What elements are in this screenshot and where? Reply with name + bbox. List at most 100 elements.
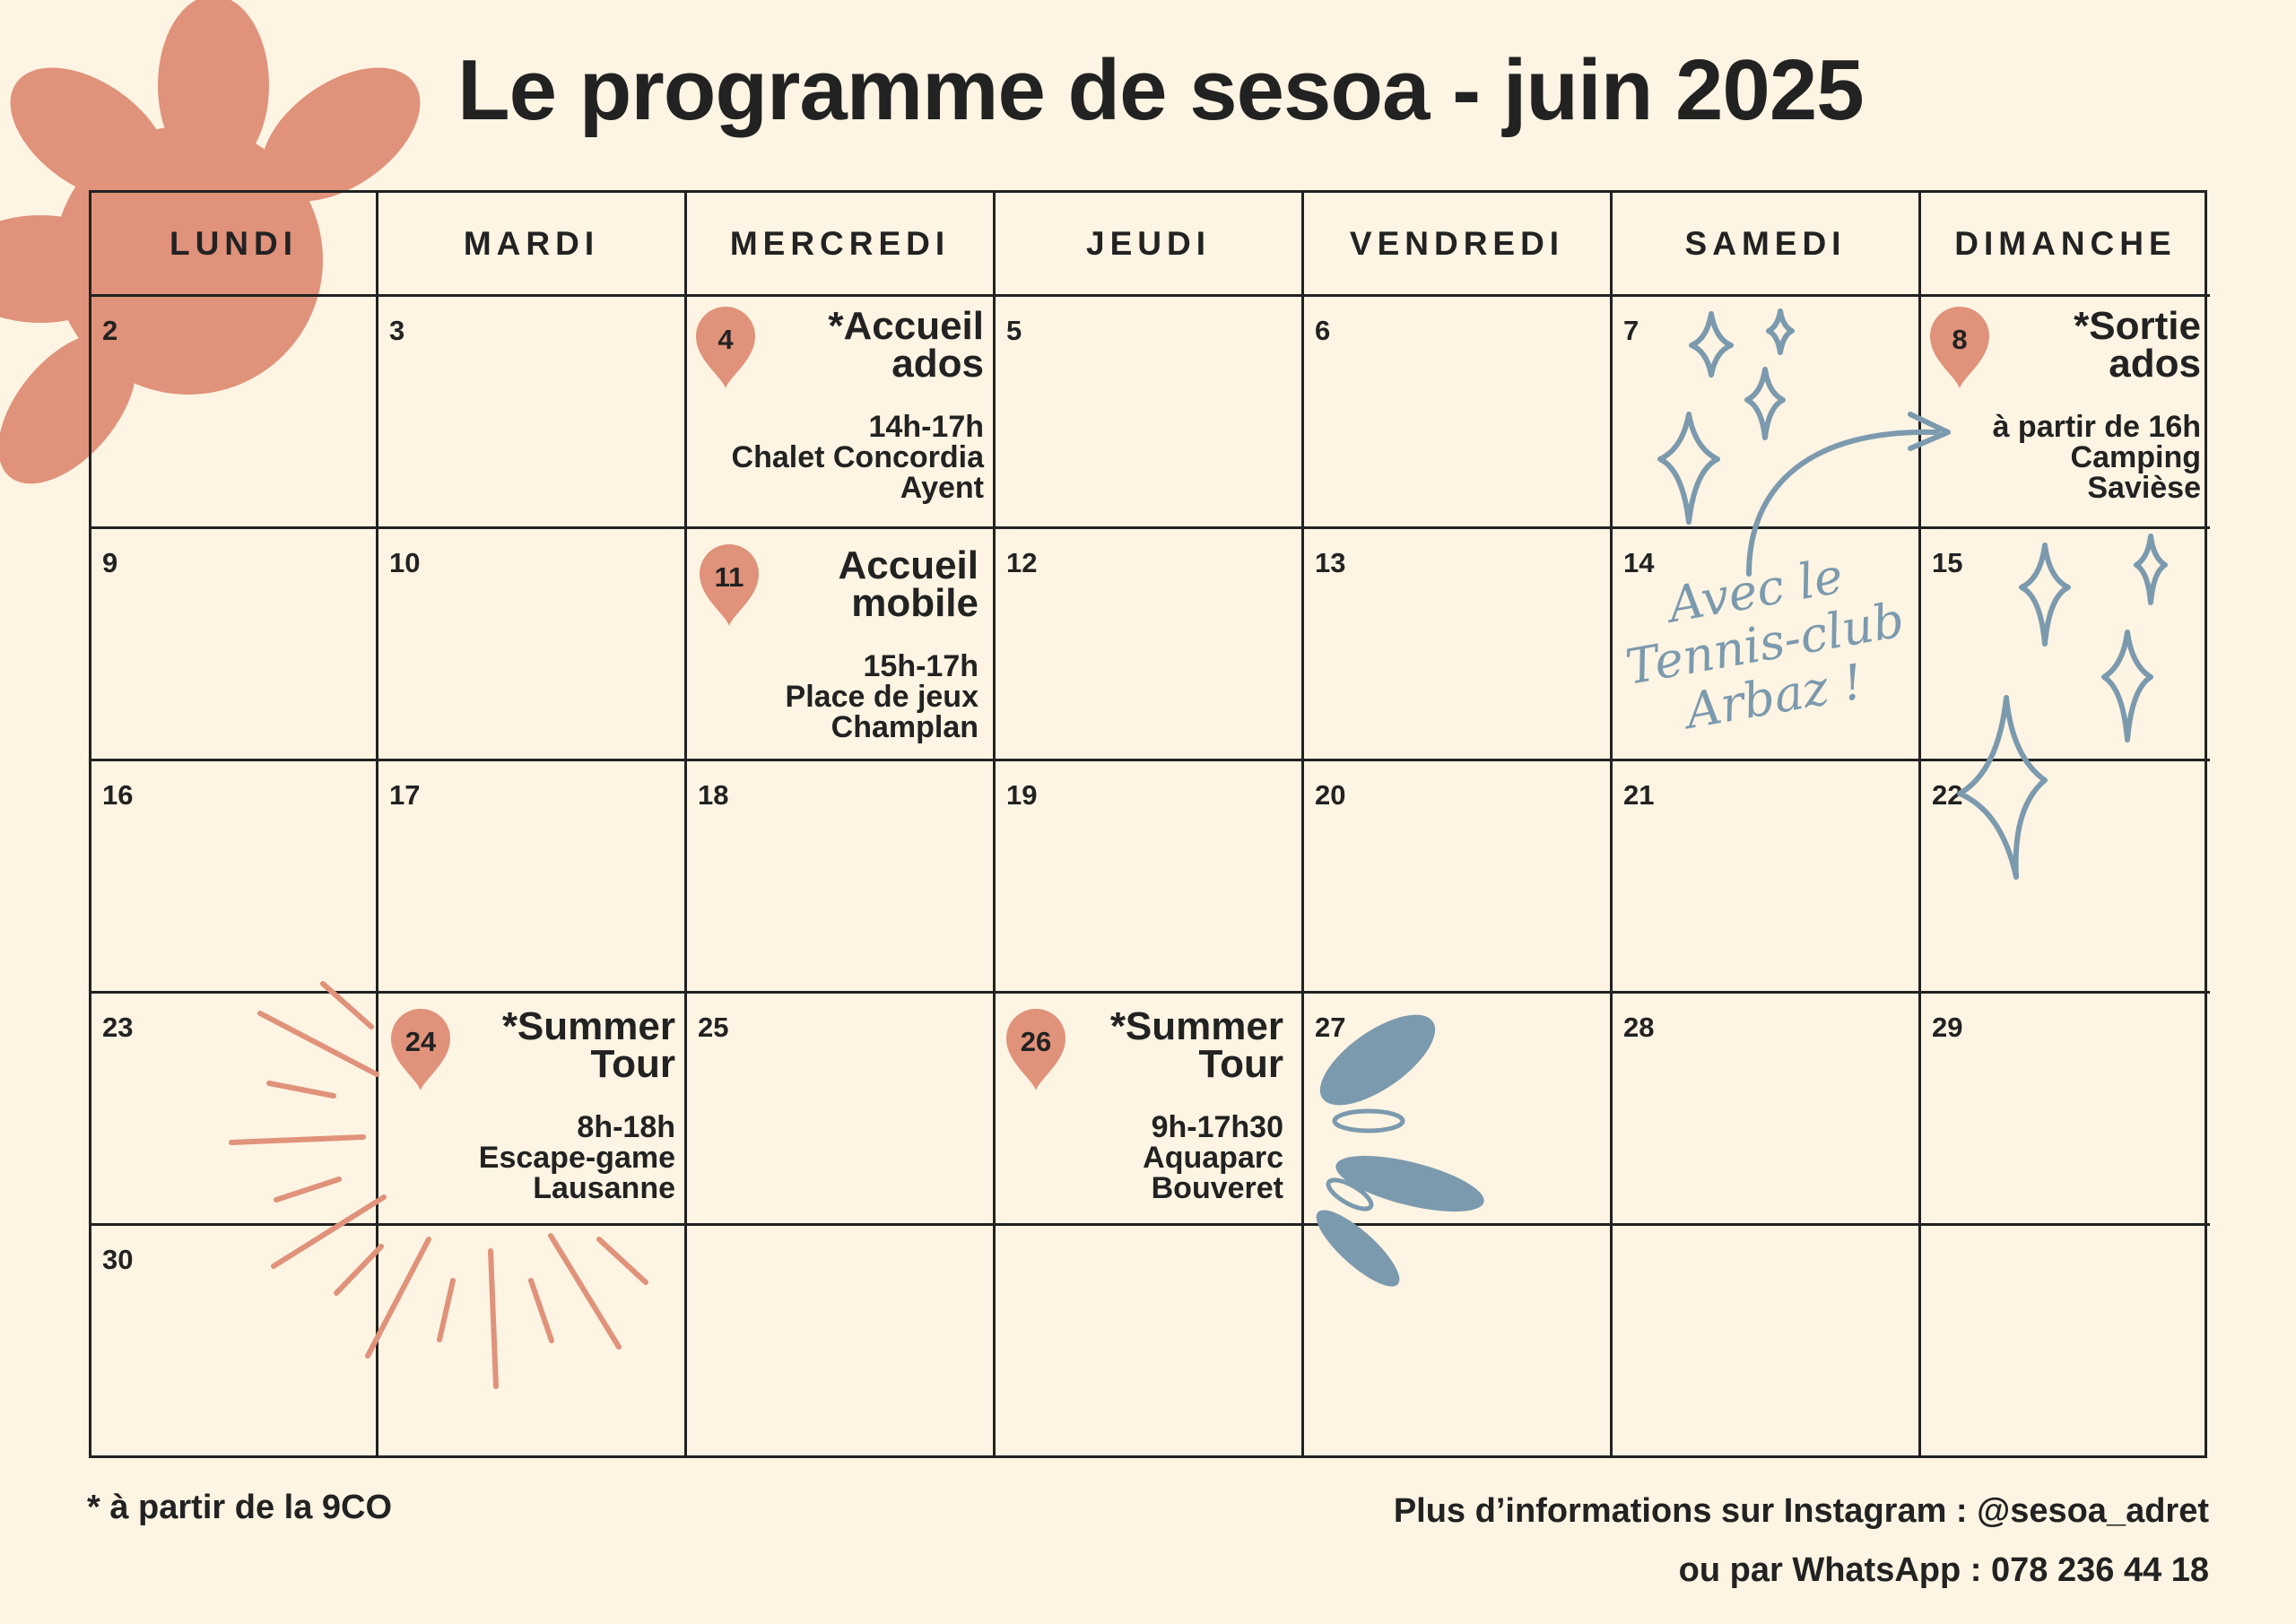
event-place: Aquaparc xyxy=(1143,1141,1283,1175)
day-number: 9 xyxy=(102,547,118,578)
day-cell-event: 24 *Summer Tour 8h-18h Escape-game Lausanne xyxy=(378,994,687,1226)
day-cell: 5 xyxy=(996,297,1304,529)
day-number: 15 xyxy=(1932,547,1963,578)
day-cell: 12 xyxy=(996,529,1304,761)
event-title: *Accueil xyxy=(828,304,984,348)
page-title: Le programme de sesoa - juin 2025 xyxy=(457,42,1865,138)
weekday-header-vendredi: VENDREDI xyxy=(1304,193,1613,297)
day-cell: 9 xyxy=(91,529,378,761)
instagram-line: Plus d’informations sur Instagram : @ses… xyxy=(1393,1492,2209,1530)
day-number: 11 xyxy=(714,561,744,593)
pin-icon: 24 xyxy=(389,1006,452,1092)
day-cell: 3 xyxy=(378,297,687,529)
day-cell-event: 11 Accueil mobile 15h-17h Place de jeux Cha… xyxy=(687,529,996,761)
day-number: 22 xyxy=(1932,779,1963,811)
day-cell: 28 xyxy=(1613,994,1921,1226)
day-number: 23 xyxy=(102,1012,134,1043)
day-number: 18 xyxy=(698,779,729,811)
day-number: 7 xyxy=(1623,315,1639,346)
day-cell-empty xyxy=(996,1226,1304,1458)
flower-decoration xyxy=(0,0,421,484)
event-summer-tour-24: *Summer Tour 8h-18h Escape-game Lausanne xyxy=(478,1004,675,1205)
day-number: 20 xyxy=(1315,779,1346,811)
day-number: 28 xyxy=(1623,1012,1655,1043)
day-cell: 15 xyxy=(1921,529,2210,761)
day-cell: 22 xyxy=(1921,761,2210,994)
event-location: Champlan xyxy=(831,710,978,744)
whatsapp-line: ou par WhatsApp : 078 236 44 18 xyxy=(1678,1551,2209,1589)
event-accueil-mobile: Accueil mobile 15h-17h Place de jeux Champl… xyxy=(785,543,979,744)
day-number: 16 xyxy=(102,779,134,811)
day-cell: 30 xyxy=(91,1226,378,1458)
event-location: Bouveret xyxy=(1151,1171,1283,1205)
day-cell: 2 xyxy=(91,297,378,529)
event-title: *Summer xyxy=(501,1004,675,1048)
event-time: 9h-17h30 xyxy=(1151,1110,1283,1144)
weekday-header-jeudi: JEUDI xyxy=(996,193,1304,297)
day-number: 3 xyxy=(389,315,405,346)
event-place: Chalet Concordia xyxy=(731,440,984,474)
pin-icon: 4 xyxy=(694,304,757,390)
event-title: mobile xyxy=(851,581,978,625)
contact-info: Plus d’informations sur Instagram : @ses… xyxy=(1394,1481,2209,1600)
day-cell: 27 xyxy=(1304,994,1613,1226)
day-number: 27 xyxy=(1315,1012,1346,1043)
event-place: Escape-game xyxy=(478,1141,675,1175)
day-number: 6 xyxy=(1315,315,1331,346)
weekday-header-dimanche: DIMANCHE xyxy=(1921,193,2210,297)
event-accueil-ados: *Accueil ados 14h-17h Chalet Concordia Ayen… xyxy=(731,304,985,505)
day-number: 2 xyxy=(102,315,118,346)
pin-icon: 8 xyxy=(1928,304,1991,390)
event-time: 15h-17h xyxy=(863,649,979,683)
event-location: Ayent xyxy=(900,471,984,505)
day-cell-empty xyxy=(687,1226,996,1458)
day-cell-empty xyxy=(1304,1226,1613,1458)
day-number: 4 xyxy=(718,324,734,355)
day-number: 17 xyxy=(389,779,421,811)
footnote: * à partir de la 9CO xyxy=(87,1489,393,1526)
weekday-header-mardi: MARDI xyxy=(378,193,687,297)
day-cell: 18 xyxy=(687,761,996,994)
day-cell-event: 26 *Summer Tour 9h-17h30 Aquaparc Bouveret xyxy=(996,994,1304,1226)
event-time: à partir de 16h xyxy=(1992,410,2201,444)
weekday-header-samedi: SAMEDI xyxy=(1613,193,1921,297)
day-number: 5 xyxy=(1006,315,1022,346)
event-summer-tour-26: *Summer Tour 9h-17h30 Aquaparc Bouveret xyxy=(1109,1004,1284,1205)
event-place: Place de jeux xyxy=(785,680,978,714)
event-location: Savièse xyxy=(2087,471,2201,505)
day-number: 21 xyxy=(1623,779,1655,811)
day-cell: 14 xyxy=(1613,529,1921,761)
day-number: 14 xyxy=(1623,547,1655,578)
event-title: *Sortie xyxy=(2074,304,2201,348)
pin-icon: 11 xyxy=(698,542,761,628)
day-cell: 13 xyxy=(1304,529,1613,761)
pin-icon: 26 xyxy=(1004,1006,1067,1092)
weekday-header-mercredi: MERCREDI xyxy=(687,193,996,297)
day-number: 26 xyxy=(1020,1026,1052,1057)
event-title: Tour xyxy=(1198,1042,1284,1086)
day-number: 12 xyxy=(1006,547,1038,578)
day-number: 10 xyxy=(389,547,421,578)
day-cell: 19 xyxy=(996,761,1304,994)
day-cell: 23 xyxy=(91,994,378,1226)
day-cell-event: 8 *Sortie ados à partir de 16h Camping Savi… xyxy=(1921,297,2210,529)
day-number: 29 xyxy=(1932,1012,1963,1043)
day-cell: 20 xyxy=(1304,761,1613,994)
day-cell: 6 xyxy=(1304,297,1613,529)
event-title: Accueil xyxy=(838,543,978,587)
day-number: 25 xyxy=(698,1012,729,1043)
weekday-header-lundi: LUNDI xyxy=(91,193,378,297)
event-time: 14h-17h xyxy=(868,410,985,444)
event-title: *Summer xyxy=(1109,1004,1283,1048)
event-title: ados xyxy=(2109,342,2201,386)
day-number: 13 xyxy=(1315,547,1346,578)
event-location: Lausanne xyxy=(533,1171,675,1205)
day-cell: 29 xyxy=(1921,994,2210,1226)
day-cell-empty xyxy=(1613,1226,1921,1458)
day-cell: 10 xyxy=(378,529,687,761)
day-cell: 17 xyxy=(378,761,687,994)
event-place: Camping xyxy=(2070,440,2201,474)
day-cell: 16 xyxy=(91,761,378,994)
day-number: 8 xyxy=(1952,324,1968,355)
day-cell-empty xyxy=(378,1226,687,1458)
